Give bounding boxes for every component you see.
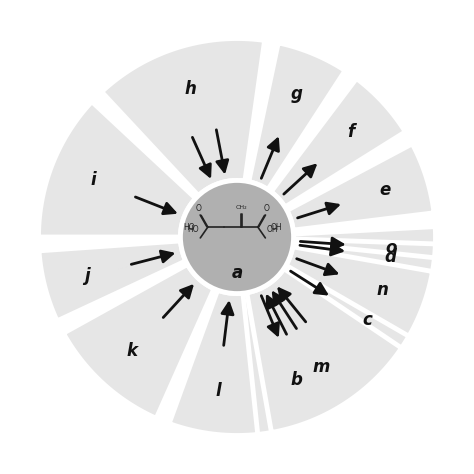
Text: o: o: [386, 239, 397, 257]
Text: CH₂: CH₂: [236, 205, 247, 210]
Text: HO: HO: [184, 223, 195, 232]
Polygon shape: [293, 239, 436, 258]
Polygon shape: [239, 278, 373, 436]
Text: g: g: [290, 85, 302, 103]
Text: c: c: [363, 311, 373, 329]
Text: h: h: [184, 80, 196, 98]
Text: i: i: [90, 171, 96, 189]
Polygon shape: [271, 79, 405, 207]
Text: e: e: [379, 182, 390, 200]
Text: b: b: [290, 371, 302, 389]
Text: m: m: [313, 358, 330, 376]
Polygon shape: [247, 269, 401, 432]
Text: n: n: [376, 281, 388, 299]
Text: d: d: [384, 248, 396, 266]
Text: OH: OH: [270, 223, 282, 232]
Text: f: f: [347, 123, 355, 141]
Polygon shape: [169, 290, 258, 436]
Polygon shape: [287, 144, 434, 230]
Text: k: k: [127, 342, 138, 360]
Polygon shape: [64, 264, 214, 419]
Circle shape: [181, 181, 293, 293]
Polygon shape: [291, 227, 436, 298]
Text: a: a: [231, 264, 243, 282]
Polygon shape: [38, 101, 196, 237]
Polygon shape: [286, 247, 432, 336]
Text: O: O: [196, 204, 201, 213]
Text: HO: HO: [187, 225, 199, 234]
Text: j: j: [84, 267, 90, 285]
Text: l: l: [215, 382, 221, 400]
Text: OH: OH: [267, 225, 279, 234]
Text: O: O: [264, 204, 270, 213]
Polygon shape: [278, 258, 421, 373]
Polygon shape: [101, 38, 264, 196]
Polygon shape: [39, 241, 186, 321]
Polygon shape: [249, 43, 345, 190]
